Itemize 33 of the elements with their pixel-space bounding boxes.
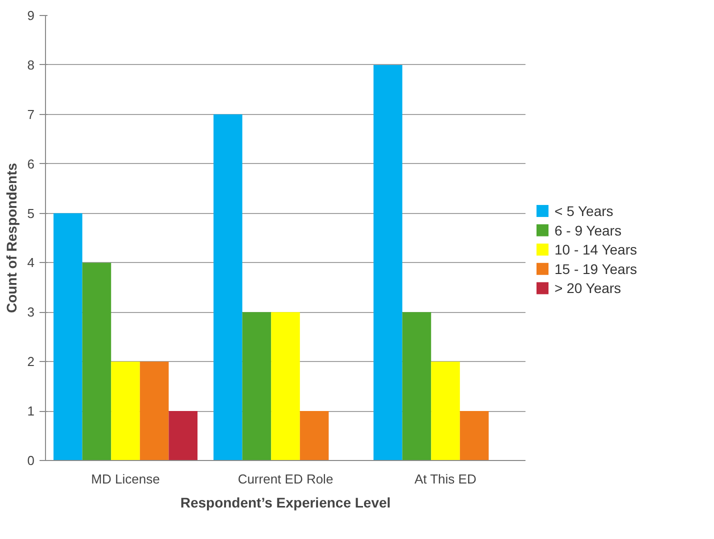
y-tick-label: 9 xyxy=(27,8,35,23)
legend-label: 6 - 9 Years xyxy=(554,222,622,238)
x-axis-title: Respondent’s Experience Level xyxy=(180,494,391,510)
bar xyxy=(214,114,242,460)
bar xyxy=(54,213,82,460)
x-tick-label: At This ED xyxy=(414,472,476,486)
y-tick-label: 8 xyxy=(27,57,35,72)
y-tick-label: 0 xyxy=(27,453,35,468)
bar xyxy=(300,411,329,460)
bar xyxy=(460,411,489,460)
bar xyxy=(82,262,112,460)
bar xyxy=(431,362,460,460)
legend-label: 15 - 19 Years xyxy=(554,260,638,277)
y-tick-label: 4 xyxy=(27,255,35,270)
y-tick-label: 7 xyxy=(27,106,35,122)
x-tick-label: MD License xyxy=(91,472,160,486)
bar xyxy=(168,411,198,460)
y-tick-label: 1 xyxy=(27,404,35,419)
legend-label: 10 - 14 Years xyxy=(554,242,638,258)
x-tick-label: Current ED Role xyxy=(238,472,334,486)
y-axis-title: Count of Respondents xyxy=(3,162,20,314)
legend-label: < 5 Years xyxy=(554,202,614,219)
bar xyxy=(402,312,432,460)
bar xyxy=(242,312,272,460)
bar xyxy=(140,362,169,460)
bar xyxy=(111,362,140,460)
bar xyxy=(271,312,300,460)
legend-label: > 20 Years xyxy=(554,280,622,296)
bar xyxy=(374,64,402,460)
y-tick-label: 2 xyxy=(27,354,35,370)
y-tick-label: 6 xyxy=(27,156,35,172)
y-tick-label: 3 xyxy=(27,304,35,320)
y-tick-label: 5 xyxy=(27,206,35,221)
